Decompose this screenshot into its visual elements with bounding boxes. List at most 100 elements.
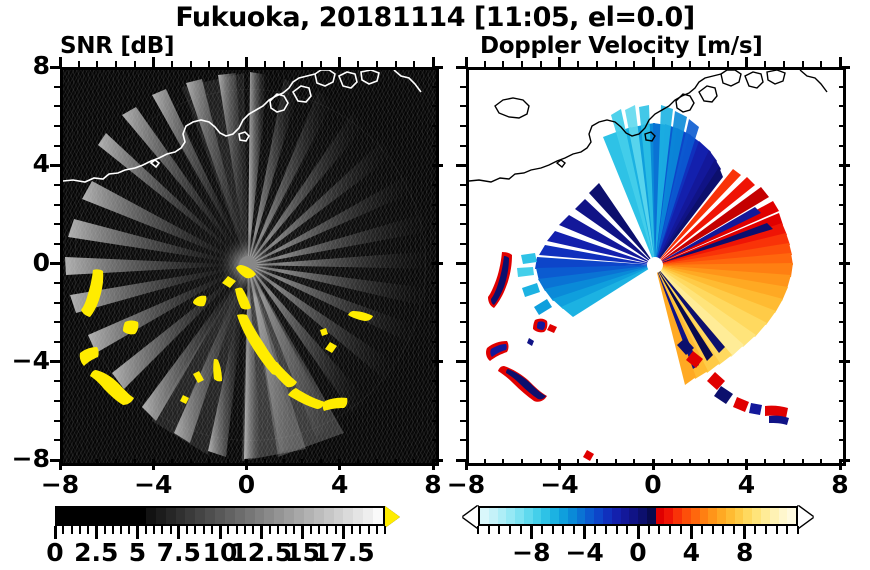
y-minor-tick [432, 203, 439, 206]
y-minor-tick [839, 144, 846, 147]
x-minor-tick [114, 61, 117, 68]
x-minor-tick [376, 61, 379, 68]
y-minor-tick [432, 419, 439, 422]
x-major-tick [338, 459, 342, 470]
colorbar-minor-tick [701, 526, 703, 534]
y-minor-tick [432, 282, 439, 285]
colorbar-minor-tick [169, 526, 172, 534]
colorbar-tick-label: 17.5 [312, 538, 375, 567]
colorbar-minor-tick [754, 526, 757, 534]
colorbar-segment [363, 508, 373, 524]
y-major-tick [839, 65, 850, 69]
colorbar-minor-tick [626, 526, 629, 534]
x-minor-tick [96, 459, 99, 466]
y-minor-tick [54, 124, 61, 127]
snr-colorbar-gradient[interactable] [55, 506, 385, 526]
snr-plot-panel[interactable] [60, 67, 439, 466]
y-minor-tick [54, 321, 61, 324]
x-major-tick [338, 57, 342, 68]
colorbar-segment [373, 508, 383, 524]
colorbar-minor-tick [70, 526, 73, 534]
x-minor-tick [577, 459, 580, 466]
y-minor-tick [839, 282, 846, 285]
x-tick-label: −8 [446, 470, 486, 499]
y-major-tick [432, 262, 443, 265]
x-minor-tick [764, 459, 767, 466]
y-minor-tick [54, 223, 61, 226]
colorbar-segment [769, 508, 779, 524]
doppler-coastline [469, 70, 828, 183]
doppler-colorbar-gradient[interactable] [478, 506, 798, 526]
x-major-tick [431, 57, 435, 68]
x-major-tick [558, 459, 561, 470]
colorbar-segment [294, 508, 304, 524]
y-tick-label: 8 [32, 51, 50, 80]
colorbar-minor-tick [765, 526, 767, 534]
x-tick-label: −4 [540, 470, 579, 499]
x-minor-tick [301, 459, 304, 466]
colorbar-major-tick [136, 526, 139, 539]
colorbar-segment [96, 508, 107, 524]
y-minor-tick [54, 439, 61, 442]
colorbar-segment [215, 508, 225, 524]
colorbar-segment [594, 508, 603, 524]
x-minor-tick [614, 459, 617, 466]
colorbar-segment [761, 508, 770, 524]
colorbar-minor-tick [309, 526, 312, 534]
x-minor-tick [114, 459, 117, 466]
colorbar-minor-tick [161, 526, 164, 534]
colorbar-minor-tick [477, 526, 479, 534]
x-major-tick [245, 57, 248, 68]
y-minor-tick [839, 400, 846, 403]
doppler-colorbar[interactable] [463, 506, 813, 528]
colorbar-minor-tick [519, 526, 522, 534]
x-minor-tick [689, 459, 692, 466]
x-minor-tick [208, 61, 211, 68]
x-major-tick [558, 57, 561, 68]
colorbar-tick-label: 15 [285, 538, 320, 567]
y-major-tick [50, 163, 61, 167]
colorbar-tick-label: 0 [629, 538, 647, 567]
y-minor-tick [432, 105, 439, 108]
colorbar-segment [57, 508, 67, 524]
x-minor-tick [226, 459, 229, 466]
y-minor-tick [432, 223, 439, 226]
colorbar-segment [611, 508, 621, 524]
colorbar-segment [333, 508, 344, 524]
doppler-colorbar-over-arrow [798, 506, 813, 528]
colorbar-tick-label: 5 [128, 538, 147, 567]
doppler-plot-panel[interactable] [466, 67, 846, 466]
x-minor-tick [282, 61, 285, 68]
x-minor-tick [170, 459, 173, 466]
snr-colorbar[interactable] [55, 506, 400, 528]
x-major-tick [838, 459, 842, 470]
y-minor-tick [54, 419, 61, 422]
x-major-tick [745, 459, 748, 470]
colorbar-tick-label: 2.5 [74, 538, 119, 567]
doppler-velocity-layer [469, 70, 828, 461]
doppler-plot-inner [469, 70, 843, 463]
x-minor-tick [357, 61, 360, 68]
colorbar-segment [646, 508, 656, 524]
colorbar-segment [778, 508, 788, 524]
colorbar-major-tick [583, 526, 587, 539]
colorbar-segment [743, 508, 753, 524]
colorbar-minor-tick [594, 526, 597, 534]
colorbar-segment [274, 508, 285, 524]
colorbar-major-tick [743, 526, 747, 539]
x-major-tick [151, 459, 155, 470]
y-major-tick [50, 360, 61, 364]
colorbar-segment [708, 508, 718, 524]
snr-radar-echo-layer [63, 70, 436, 461]
y-minor-tick [432, 242, 439, 245]
y-minor-tick [54, 282, 61, 285]
x-minor-tick [633, 61, 636, 68]
colorbar-major-tick [53, 526, 57, 539]
y-minor-tick [839, 183, 846, 186]
colorbar-minor-tick [498, 526, 501, 534]
y-minor-tick [460, 419, 467, 422]
colorbar-segment [576, 508, 586, 524]
y-minor-tick [839, 321, 846, 324]
x-minor-tick [595, 61, 598, 68]
colorbar-minor-tick [235, 526, 238, 534]
